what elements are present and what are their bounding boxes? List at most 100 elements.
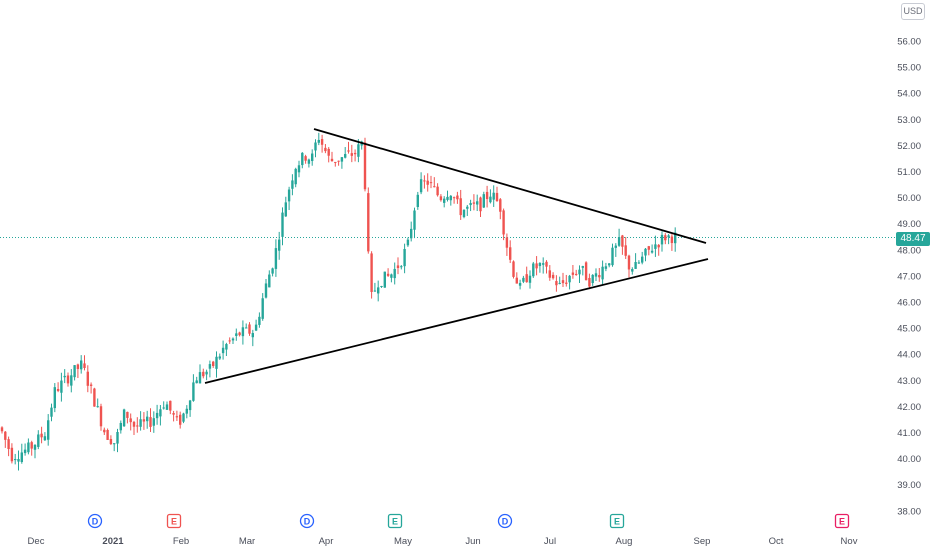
candle-body xyxy=(664,235,667,241)
earnings-marker[interactable]: E xyxy=(166,513,182,529)
candle-body xyxy=(317,139,320,143)
upper-trendline[interactable] xyxy=(313,128,707,244)
x-tick-label: Jul xyxy=(544,536,556,547)
candle-body xyxy=(76,364,80,369)
candle-body xyxy=(459,198,462,216)
candle-body xyxy=(644,248,647,256)
candle-body xyxy=(525,274,528,283)
lower-trendline[interactable] xyxy=(204,258,709,384)
candle-body xyxy=(337,160,340,162)
candle-body xyxy=(522,277,525,282)
y-tick-label: 38.00 xyxy=(897,506,921,517)
candle-body xyxy=(472,202,476,204)
earnings-badge xyxy=(609,513,625,529)
earnings-badge xyxy=(166,513,182,529)
y-tick-label: 56.00 xyxy=(897,37,921,48)
y-tick-label: 50.00 xyxy=(897,193,921,204)
candle-body xyxy=(129,418,132,423)
candle-body xyxy=(499,199,502,212)
candle-body xyxy=(27,442,30,453)
candle-body xyxy=(449,195,452,201)
candle-body xyxy=(670,236,674,244)
dividend-marker[interactable]: D xyxy=(497,513,513,529)
candle-body xyxy=(462,209,466,218)
candle-body xyxy=(611,247,614,266)
candle-body xyxy=(53,387,56,409)
x-tick-label: Dec xyxy=(28,536,45,547)
candle-body xyxy=(413,210,416,230)
currency-label[interactable]: USD xyxy=(901,3,925,20)
candle-body xyxy=(495,192,499,202)
y-tick-label: 55.00 xyxy=(897,63,921,74)
candle-body xyxy=(80,360,83,370)
candle-body xyxy=(116,431,119,444)
candle-body xyxy=(598,275,601,278)
y-tick-label: 45.00 xyxy=(897,324,921,335)
candle-body xyxy=(393,268,396,279)
candle-body xyxy=(7,439,10,450)
candle-body xyxy=(505,237,509,248)
candle-body xyxy=(254,324,258,331)
candle-body xyxy=(416,194,419,208)
candle-body xyxy=(571,272,575,275)
earnings-badge xyxy=(834,513,850,529)
candle-body xyxy=(146,416,149,422)
candle-body xyxy=(452,197,456,199)
candle-body xyxy=(594,273,598,277)
current-price-tag: 48.47 xyxy=(896,232,930,246)
candle-body xyxy=(208,364,212,369)
y-tick-label: 48.00 xyxy=(897,245,921,256)
candle-body xyxy=(578,269,581,275)
x-tick-label: Jun xyxy=(465,536,480,547)
candle-body xyxy=(357,144,360,157)
earnings-marker[interactable]: E xyxy=(834,513,850,529)
candle-body xyxy=(122,409,126,427)
candle-body xyxy=(251,333,254,338)
candle-body xyxy=(509,247,512,260)
y-tick-label: 53.00 xyxy=(897,115,921,126)
candle-body xyxy=(83,363,86,368)
candle-body xyxy=(30,442,33,449)
y-axis: 56.00 55.00 54.00 53.00 52.00 51.00 50.00 49.00… xyxy=(897,37,921,518)
y-tick-label: 52.00 xyxy=(897,141,921,152)
candle-body xyxy=(264,283,268,298)
earnings-marker[interactable]: E xyxy=(387,513,403,529)
candle-body xyxy=(307,159,311,164)
candle-body xyxy=(202,371,205,377)
candle-body xyxy=(231,338,235,341)
earnings-marker[interactable]: E xyxy=(609,513,625,529)
candle-body xyxy=(294,168,297,185)
y-tick-label: 39.00 xyxy=(897,480,921,491)
candle-body xyxy=(575,273,578,275)
candle-body xyxy=(33,444,37,450)
candle-body xyxy=(172,413,175,415)
event-letter: D xyxy=(304,517,311,527)
candle-body xyxy=(73,365,76,378)
candle-body xyxy=(627,255,631,270)
candle-body xyxy=(403,248,406,267)
candle-body xyxy=(492,192,495,200)
candle-body xyxy=(185,408,188,414)
candle-body xyxy=(545,261,548,267)
event-letter: D xyxy=(502,517,509,527)
candle-body xyxy=(650,250,654,253)
candle-body xyxy=(23,449,27,454)
y-tick-label: 43.00 xyxy=(897,376,921,387)
candle-body xyxy=(0,427,4,432)
candle-body xyxy=(555,281,558,286)
candle-body xyxy=(113,443,116,445)
candle-body xyxy=(4,431,7,440)
dividend-marker[interactable]: D xyxy=(87,513,103,529)
candle-body xyxy=(469,203,472,206)
candle-body xyxy=(324,147,327,152)
y-tick-label: 47.00 xyxy=(897,271,921,282)
dividend-marker[interactable]: D xyxy=(299,513,315,529)
candle-body xyxy=(139,419,142,427)
candle-body xyxy=(47,420,50,440)
x-tick-label: Nov xyxy=(841,536,858,547)
candle-body xyxy=(287,189,291,202)
candle-body xyxy=(637,262,641,264)
candle-body xyxy=(169,400,172,411)
